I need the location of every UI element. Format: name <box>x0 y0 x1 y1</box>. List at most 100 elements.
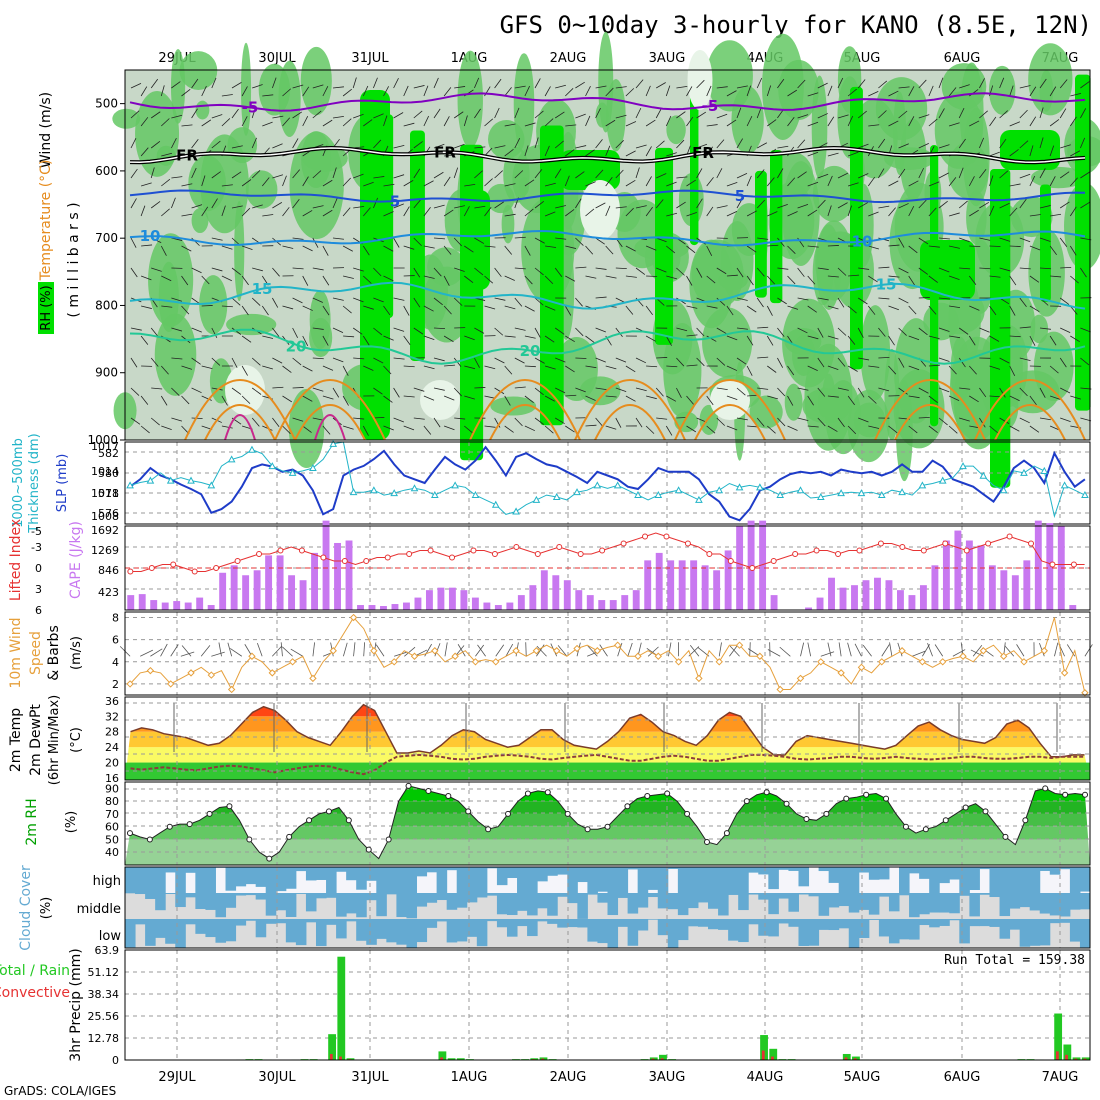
wind-barb-10m <box>689 645 700 657</box>
wind-barb <box>928 305 937 315</box>
cape-bar <box>253 570 261 610</box>
isotherm-25 <box>674 379 786 441</box>
wind-barb <box>231 357 238 368</box>
wind-barb <box>322 245 329 256</box>
wind-barb <box>241 365 248 376</box>
rh2m-marker <box>703 839 710 846</box>
wind-barb <box>787 177 796 187</box>
rh-area <box>486 183 515 214</box>
wind-barb-10m <box>353 642 356 657</box>
wind-barb <box>888 305 899 311</box>
wind-barb <box>373 113 384 119</box>
rh2m-marker <box>524 790 531 797</box>
wind-barb <box>777 417 786 427</box>
cape-bar <box>529 585 537 610</box>
wind-barb <box>605 205 611 217</box>
wind-barb <box>756 199 766 209</box>
cape-bar <box>644 560 652 610</box>
cloud-cover-cell <box>255 893 267 900</box>
wind-barb <box>757 142 768 149</box>
wind-barb <box>140 395 149 405</box>
wind-speed-marker <box>187 669 195 677</box>
wind-barb <box>201 365 213 370</box>
wind-barb-10m <box>767 649 781 657</box>
lifted-index-marker <box>792 551 799 557</box>
wind-barb <box>989 116 997 127</box>
wind-barb <box>585 395 596 401</box>
cape-bar <box>965 540 973 610</box>
isotherm-25-inner <box>994 404 1066 441</box>
isotherm-25-inner <box>204 404 276 441</box>
cloud-cover-cell <box>376 867 387 893</box>
wind-barb <box>251 137 257 149</box>
wind-barb-10m <box>363 642 366 657</box>
rh-low-patch <box>420 380 460 420</box>
wind-barb <box>888 335 895 346</box>
lifted-tick-label: -5 <box>31 525 42 538</box>
wind-barb <box>534 110 544 119</box>
cape-bar <box>276 555 284 610</box>
lifted-index-marker <box>749 565 756 571</box>
cape-bar <box>265 555 273 610</box>
wind-barb <box>272 143 283 149</box>
wind-barb <box>514 297 523 307</box>
rh2m-marker <box>246 836 253 843</box>
cloud-cover-cell <box>697 919 709 927</box>
wind-barb <box>736 417 748 421</box>
wind-barb <box>514 107 520 119</box>
wind-speed-marker <box>410 652 419 660</box>
temp2m-panel <box>125 697 1090 780</box>
wind-barb <box>746 245 757 253</box>
wind-barb <box>514 170 524 179</box>
wind-barb <box>171 357 183 360</box>
wind-barb <box>756 417 765 427</box>
wind-barb <box>585 245 594 255</box>
wind-barb <box>858 357 870 361</box>
wind-barb <box>999 77 1005 89</box>
thickness-marker <box>491 500 500 508</box>
cloud-cover-cell <box>245 893 257 896</box>
wind-barb <box>1060 144 1071 149</box>
wind-barb <box>393 297 405 301</box>
wind-barb <box>767 275 775 285</box>
wind-barb <box>676 267 685 276</box>
wind-barb <box>1069 116 1077 127</box>
wind-barb <box>494 78 502 89</box>
wind-barb <box>241 179 252 187</box>
thickness-marker <box>288 468 297 476</box>
wind-barb <box>443 335 454 343</box>
cloud-cover-cell <box>285 919 297 943</box>
wind-speed-marker <box>776 685 784 694</box>
rh-area <box>300 46 332 116</box>
wind-speed-marker <box>1081 689 1089 697</box>
cloud-cover-cell <box>808 893 820 897</box>
wind-barb <box>1029 425 1040 433</box>
cloud-cover-cell <box>557 867 568 875</box>
wind-speed-marker <box>918 658 927 666</box>
wind-barb <box>938 327 950 332</box>
wind-barb <box>635 79 644 89</box>
precip-convective-label: Convective <box>0 985 70 1001</box>
wind-barb <box>443 305 452 315</box>
cloud-cover-cell <box>657 893 669 909</box>
wind-barb <box>736 138 743 149</box>
cloud-cover-cell <box>195 893 206 909</box>
cloud-cover-cell <box>758 893 769 900</box>
cloud-cover-cell <box>436 893 448 901</box>
cape-bar <box>1034 520 1042 610</box>
wind-barb <box>706 305 718 309</box>
wind-barb <box>847 115 854 127</box>
profile-frame <box>124 69 1091 441</box>
cloud-cover-cell <box>1039 867 1051 871</box>
wind-barb <box>868 245 879 250</box>
wind-barb <box>211 171 221 179</box>
cape-bar <box>437 587 445 610</box>
cloud-cover-cell <box>527 893 538 916</box>
wind-barb <box>635 144 647 149</box>
wind-barb <box>393 77 399 89</box>
rh-area <box>812 165 856 222</box>
rh-area <box>666 115 686 145</box>
cape-bar <box>632 590 640 610</box>
wind-barb <box>383 211 394 217</box>
wind-barb <box>1029 116 1037 127</box>
